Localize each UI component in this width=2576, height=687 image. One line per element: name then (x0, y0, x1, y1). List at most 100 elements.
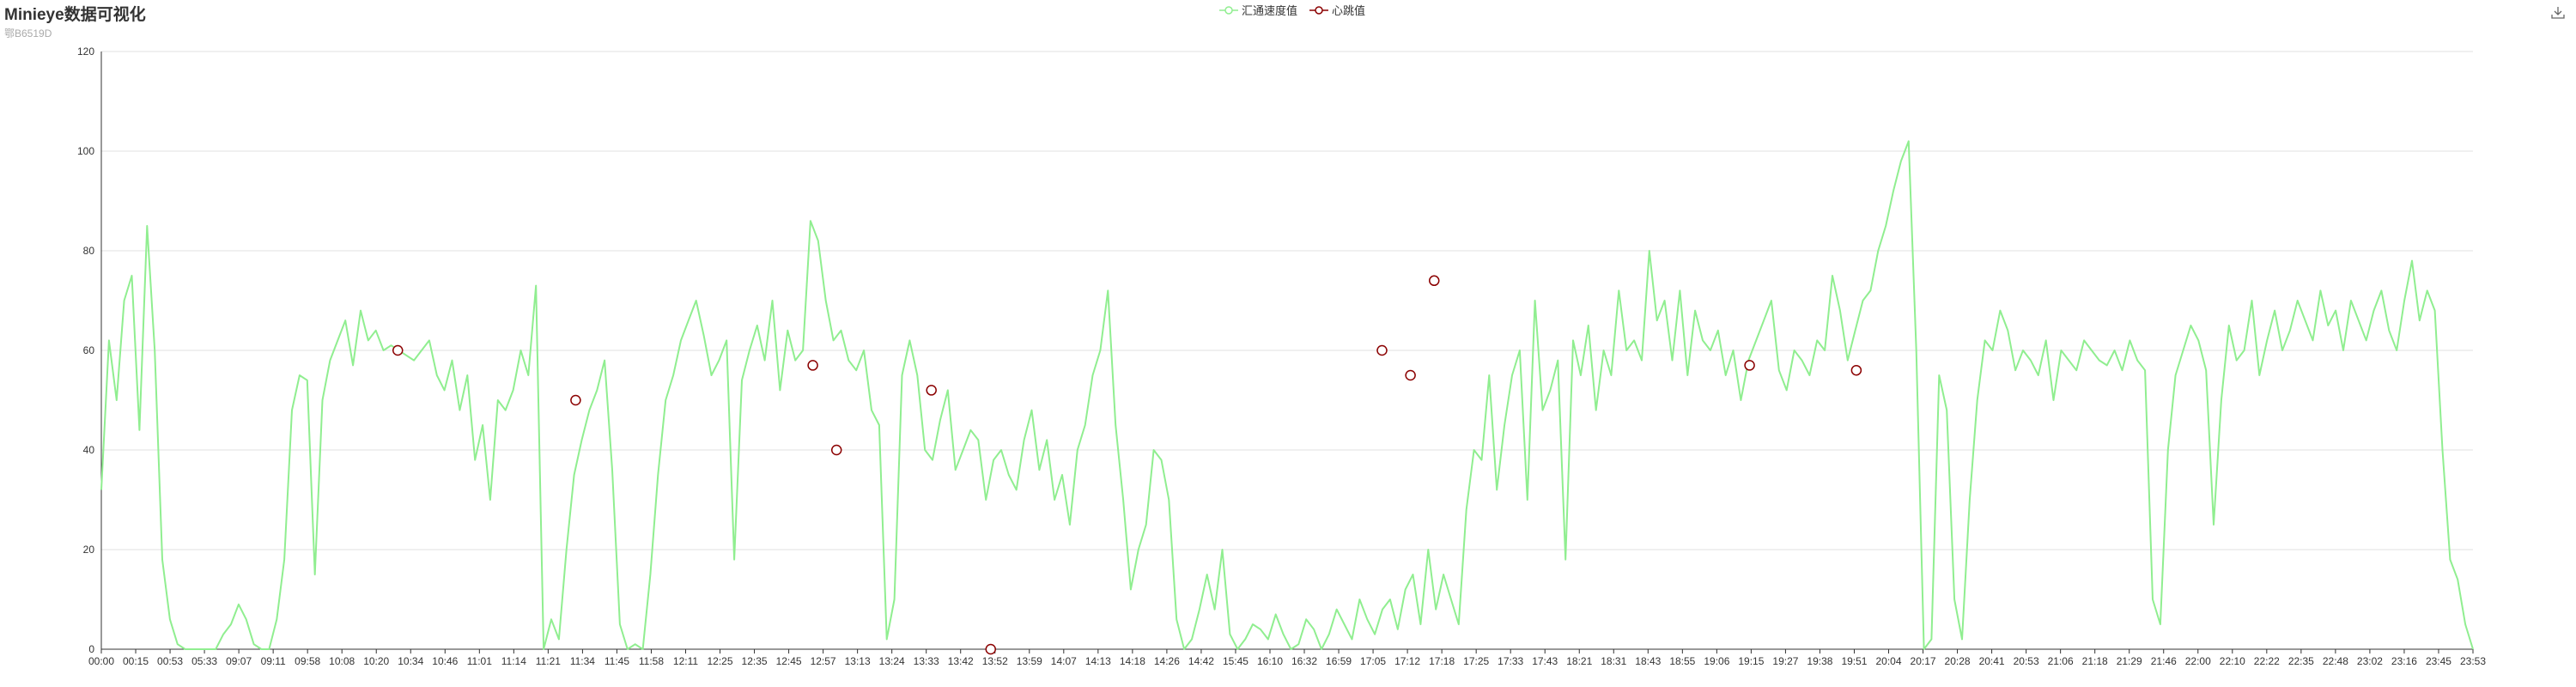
x-tick-label-33: 15:45 (1223, 655, 1249, 667)
x-tick-label-5: 09:11 (261, 655, 286, 667)
x-tick-label-4: 09:07 (226, 655, 252, 667)
x-tick-label-54: 20:28 (1945, 655, 1971, 667)
x-tick-label-63: 22:22 (2254, 655, 2280, 667)
y-tick-label-2: 40 (83, 444, 95, 456)
x-tick-label-19: 12:35 (742, 655, 768, 667)
y-tick-label-6: 120 (77, 46, 94, 58)
heartbeat-point-0 (392, 344, 404, 356)
x-tick-label-68: 23:45 (2426, 655, 2451, 667)
x-tick-label-3: 05:33 (191, 655, 217, 667)
x-tick-label-47: 19:06 (1704, 655, 1729, 667)
y-tick-label-1: 20 (83, 544, 95, 556)
x-tick-label-46: 18:55 (1669, 655, 1695, 667)
x-tick-label-10: 10:46 (432, 655, 458, 667)
heartbeat-point-10 (1850, 364, 1862, 376)
x-tick-label-2: 00:53 (157, 655, 183, 667)
download-icon (2551, 7, 2565, 19)
x-tick-label-26: 13:52 (982, 655, 1008, 667)
x-tick-label-62: 22:10 (2220, 655, 2245, 667)
legend-speed-label: 汇通速度值 (1242, 4, 1298, 17)
x-tick-label-65: 22:48 (2323, 655, 2348, 667)
x-tick-label-28: 14:07 (1051, 655, 1077, 667)
heartbeat-point-6 (1376, 344, 1388, 356)
save-image-button[interactable] (2550, 5, 2566, 21)
heartbeat-point-5 (985, 643, 996, 655)
x-tick-label-51: 19:51 (1841, 655, 1867, 667)
x-tick-label-13: 11:21 (536, 655, 561, 667)
x-tick-label-42: 17:43 (1532, 655, 1558, 667)
x-tick-label-32: 14:42 (1188, 655, 1214, 667)
x-tick-label-41: 17:33 (1498, 655, 1523, 667)
x-tick-label-58: 21:18 (2082, 655, 2108, 667)
x-tick-label-59: 21:29 (2117, 655, 2142, 667)
x-tick-label-1: 00:15 (123, 655, 149, 667)
x-tick-label-48: 19:15 (1738, 655, 1764, 667)
y-tick-label-5: 100 (77, 145, 94, 157)
x-tick-label-25: 13:42 (948, 655, 974, 667)
x-tick-label-30: 14:18 (1120, 655, 1145, 667)
legend-speed-icon (1219, 5, 1238, 15)
x-tick-label-23: 13:24 (879, 655, 905, 667)
x-tick-label-57: 21:06 (2048, 655, 2074, 667)
x-tick-label-56: 20:53 (2014, 655, 2039, 667)
heartbeat-point-9 (1744, 360, 1755, 371)
heartbeat-point-8 (1428, 275, 1440, 287)
x-tick-label-18: 12:25 (708, 655, 733, 667)
x-tick-label-60: 21:46 (2151, 655, 2177, 667)
x-tick-label-44: 18:31 (1601, 655, 1626, 667)
x-tick-label-16: 11:58 (639, 655, 664, 667)
x-tick-label-34: 16:10 (1257, 655, 1283, 667)
x-tick-label-55: 20:41 (1979, 655, 2005, 667)
x-tick-label-69: 23:53 (2460, 655, 2486, 667)
x-tick-label-43: 18:21 (1566, 655, 1592, 667)
y-tick-label-3: 60 (83, 344, 95, 356)
x-tick-label-27: 13:59 (1017, 655, 1042, 667)
x-tick-label-8: 10:20 (363, 655, 389, 667)
x-tick-label-14: 11:34 (570, 655, 595, 667)
x-tick-label-12: 11:14 (501, 655, 526, 667)
chart-legend: 汇通速度值 心跳值 (1219, 2, 1365, 18)
x-tick-label-24: 13:33 (914, 655, 939, 667)
x-tick-label-22: 13:13 (845, 655, 871, 667)
x-tick-label-31: 14:26 (1154, 655, 1180, 667)
heartbeat-point-3 (830, 444, 842, 456)
x-tick-label-0: 00:00 (88, 655, 114, 667)
x-tick-label-52: 20:04 (1875, 655, 1901, 667)
x-tick-label-53: 20:17 (1911, 655, 1936, 667)
x-tick-label-17: 12:11 (673, 655, 698, 667)
x-tick-label-35: 16:32 (1291, 655, 1317, 667)
x-tick-label-45: 18:43 (1635, 655, 1661, 667)
x-tick-label-66: 23:02 (2357, 655, 2383, 667)
x-tick-label-49: 19:27 (1772, 655, 1798, 667)
heartbeat-point-4 (926, 385, 937, 396)
x-tick-label-40: 17:25 (1463, 655, 1489, 667)
x-tick-label-38: 17:12 (1394, 655, 1420, 667)
x-tick-label-21: 12:57 (811, 655, 836, 667)
chart-title: Minieye数据可视化 (4, 6, 146, 24)
chart-subtitle: 鄂B6519D (4, 27, 52, 40)
series-speed-line (100, 140, 2474, 650)
x-tick-label-39: 17:18 (1429, 655, 1455, 667)
x-tick-label-20: 12:45 (776, 655, 802, 667)
x-tick-label-6: 09:58 (295, 655, 320, 667)
x-tick-label-67: 23:16 (2391, 655, 2417, 667)
heartbeat-point-1 (570, 394, 581, 406)
y-tick-label-0: 0 (88, 643, 94, 655)
heartbeat-point-7 (1405, 369, 1416, 381)
legend-heartbeat-icon (1309, 5, 1329, 15)
x-tick-label-29: 14:13 (1085, 655, 1111, 667)
legend-item-speed[interactable]: 汇通速度值 (1219, 2, 1297, 18)
y-tick-label-4: 80 (83, 245, 95, 257)
x-tick-label-11: 11:01 (467, 655, 492, 667)
x-tick-label-50: 19:38 (1807, 655, 1832, 667)
heartbeat-point-2 (807, 360, 818, 371)
x-tick-label-9: 10:34 (398, 655, 423, 667)
x-tick-label-7: 10:08 (329, 655, 355, 667)
x-tick-label-61: 22:00 (2185, 655, 2211, 667)
x-tick-label-15: 11:45 (605, 655, 629, 667)
legend-item-heartbeat[interactable]: 心跳值 (1309, 2, 1365, 18)
x-tick-label-64: 22:35 (2288, 655, 2314, 667)
x-tick-label-36: 16:59 (1326, 655, 1352, 667)
legend-heartbeat-label: 心跳值 (1332, 4, 1366, 17)
